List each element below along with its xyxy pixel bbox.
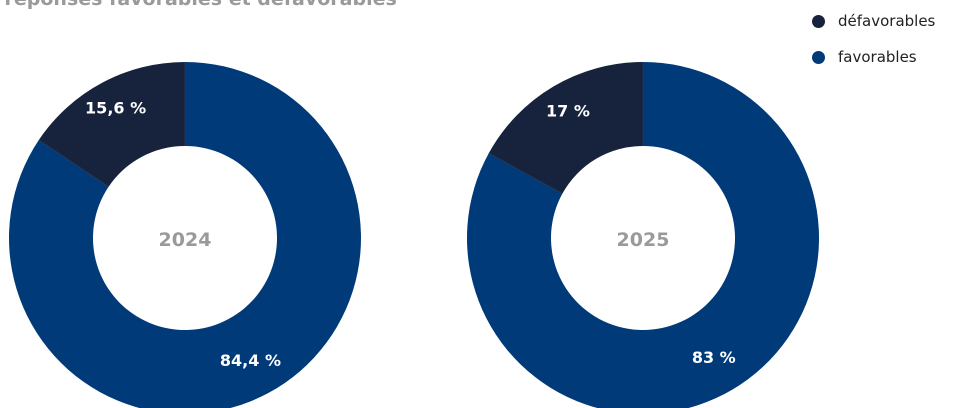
legend-marker-favorables xyxy=(812,50,825,64)
legend-marker-defavorables xyxy=(812,14,825,28)
slice-label-defavorables-2024: 15,6 % xyxy=(85,98,146,117)
center-label-2024: 2024 xyxy=(159,229,212,251)
slice-separator xyxy=(38,139,109,188)
slice-label-favorables-2024: 84,4 % xyxy=(220,351,281,370)
slice-separator xyxy=(488,152,563,195)
center-label-2025: 2025 xyxy=(617,229,670,251)
legend-label-defavorables: défavorables xyxy=(838,12,936,30)
legend: défavorables favorables xyxy=(812,10,935,82)
slice-label-favorables-2025: 83 % xyxy=(692,348,736,367)
legend-item-defavorables[interactable]: défavorables xyxy=(812,10,935,32)
legend-label-favorables: favorables xyxy=(838,48,917,66)
donut-chart-2025: 83 % 17 % 2025 xyxy=(467,62,819,408)
slice-favorables-2024[interactable] xyxy=(9,62,361,408)
slice-defavorables-2025[interactable] xyxy=(488,62,643,194)
legend-item-favorables[interactable]: favorables xyxy=(812,46,935,68)
slice-defavorables-2024[interactable] xyxy=(38,62,185,187)
slice-favorables-2025[interactable] xyxy=(467,62,819,408)
slice-label-defavorables-2025: 17 % xyxy=(546,102,590,121)
donut-chart-2024: 84,4 % 15,6 % 2024 xyxy=(9,62,361,408)
chart-title: e réponses favorables et défavorables xyxy=(0,0,397,10)
